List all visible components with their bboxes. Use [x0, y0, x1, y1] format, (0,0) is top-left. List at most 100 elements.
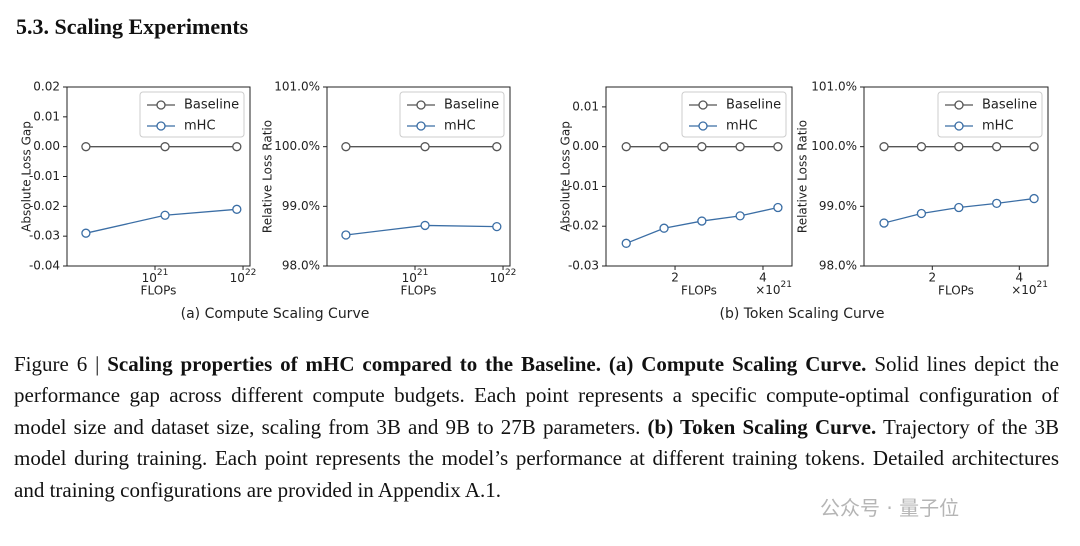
legend-label: mHC	[184, 119, 216, 134]
figure: (a) Compute Scaling Curve (b) Token Scal…	[20, 80, 1049, 322]
point	[773, 202, 783, 213]
x-tick-label: 1021	[142, 268, 169, 285]
y-tick-label: -0.04	[29, 259, 60, 273]
x-tick-label: 1022	[230, 268, 257, 285]
point	[160, 210, 170, 220]
y-tick-label: 0.00	[33, 139, 60, 153]
x-offset-label: ×1021	[755, 280, 792, 297]
point	[621, 238, 631, 248]
y-tick-label: -0.03	[29, 229, 60, 243]
y-tick-label: 100.0%	[811, 139, 857, 153]
legend-marker	[416, 121, 426, 131]
point	[341, 142, 351, 152]
legend-label: mHC	[726, 119, 758, 134]
point	[735, 211, 745, 221]
plot-frame	[863, 86, 1049, 267]
point	[916, 208, 927, 219]
y-tick-label: -0.02	[29, 199, 60, 213]
caption: Figure 6 | Scaling properties of mHC com…	[14, 349, 1059, 506]
point	[879, 142, 889, 152]
point	[420, 220, 430, 231]
y-axis-label: Relative Loss Ratio	[796, 120, 810, 233]
caption-run: Trajectory of the 3B model during traini…	[14, 414, 1059, 502]
y-tick-label: 101.0%	[811, 80, 857, 94]
legend-label: Baseline	[726, 98, 781, 113]
point	[697, 216, 707, 226]
y-tick-label: 0.01	[33, 109, 60, 123]
point	[81, 228, 91, 238]
y-tick-label: 0.01	[572, 99, 599, 113]
legend-label: mHC	[982, 119, 1014, 134]
point	[773, 142, 783, 152]
y-tick-label: 98.0%	[282, 259, 320, 273]
point	[232, 204, 242, 214]
x-tick-label: 2	[928, 271, 936, 285]
legend-marker	[954, 121, 964, 131]
point	[879, 218, 889, 228]
point	[659, 142, 669, 152]
watermark: 公众号 · 量子位	[820, 496, 960, 520]
x-tick-label: 2	[671, 271, 679, 285]
x-offset-label: ×1021	[1011, 280, 1048, 297]
point	[160, 142, 170, 152]
y-tick-label: 0.00	[572, 139, 599, 153]
x-axis-label: FLOPs	[938, 284, 974, 298]
y-tick-label: -0.03	[568, 259, 599, 273]
point	[341, 230, 351, 240]
y-tick-label: 100.0%	[274, 139, 320, 153]
point	[735, 142, 745, 152]
legend-marker	[156, 100, 166, 110]
y-tick-label: 98.0%	[819, 259, 857, 273]
legend-marker	[156, 121, 166, 131]
legend-marker	[416, 100, 426, 110]
x-tick-label: 1021	[402, 268, 429, 285]
subcaption: (a) Compute Scaling Curve	[181, 306, 370, 322]
point	[492, 142, 502, 152]
point	[992, 142, 1002, 152]
caption-run: Scaling properties of mHC compared to th…	[107, 352, 867, 376]
x-tick-label: 1022	[490, 268, 517, 285]
point	[1029, 193, 1039, 204]
point	[1029, 142, 1039, 152]
y-tick-label: -0.01	[568, 179, 599, 193]
point	[954, 202, 964, 213]
point	[659, 223, 669, 233]
y-axis-label: Absolute Loss Gap	[559, 121, 573, 232]
x-axis-label: FLOPs	[401, 284, 437, 298]
y-axis-label: Relative Loss Ratio	[261, 120, 275, 233]
point	[992, 198, 1002, 209]
point	[420, 142, 430, 152]
plot-frame	[326, 86, 511, 267]
legend-marker	[698, 100, 708, 110]
caption-run: Solid lines depict the performance gap a…	[14, 352, 1059, 439]
x-axis-label: FLOPs	[141, 284, 177, 298]
y-tick-label: 99.0%	[282, 199, 320, 213]
point	[232, 142, 242, 152]
y-tick-label: 0.02	[33, 80, 60, 94]
point	[81, 142, 91, 152]
legend-label: mHC	[444, 119, 476, 134]
subcaption: (b) Token Scaling Curve	[720, 306, 885, 322]
point	[621, 142, 631, 152]
y-tick-label: 101.0%	[274, 80, 320, 94]
x-tick-label: 4	[759, 271, 767, 285]
point	[916, 142, 927, 152]
point	[697, 142, 707, 152]
y-tick-label: -0.01	[29, 169, 60, 183]
point	[492, 221, 502, 232]
caption-run: (b) Token Scaling Curve.	[647, 414, 877, 439]
legend-marker	[698, 121, 708, 131]
y-tick-label: 99.0%	[819, 199, 857, 213]
section-title: 5.3. Scaling Experiments	[16, 14, 249, 39]
x-axis-label: FLOPs	[681, 284, 717, 298]
legend-marker	[954, 100, 964, 110]
legend-label: Baseline	[184, 98, 239, 113]
legend-label: Baseline	[982, 98, 1037, 113]
caption-run: Figure 6 |	[14, 352, 108, 376]
y-tick-label: -0.02	[568, 219, 599, 233]
plot-frame	[605, 86, 793, 267]
y-axis-label: Absolute Loss Gap	[20, 121, 34, 232]
legend-label: Baseline	[444, 98, 499, 113]
point	[954, 142, 964, 152]
